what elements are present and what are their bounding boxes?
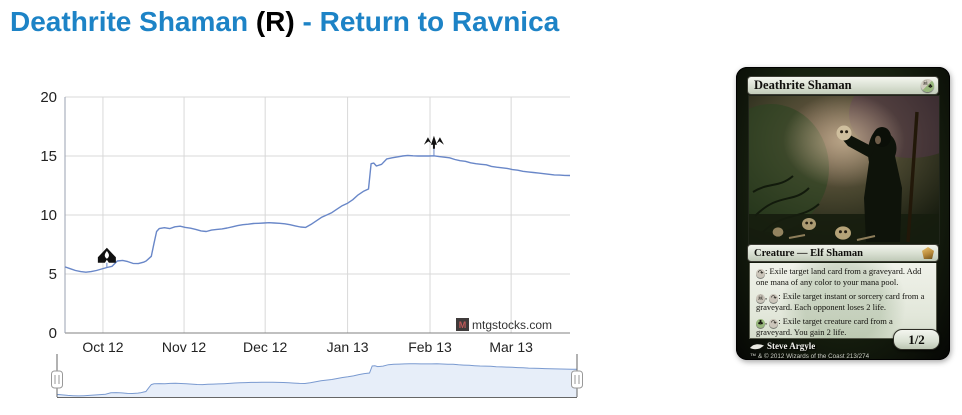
card-artist: Steve Argyle bbox=[767, 341, 816, 351]
gridlines bbox=[64, 96, 570, 334]
card-image: Deathrite Shaman ☠ ♣ bbox=[736, 67, 950, 360]
svg-text:Feb 13: Feb 13 bbox=[408, 339, 452, 355]
card-name: Deathrite Shaman bbox=[754, 78, 852, 92]
svg-text:0: 0 bbox=[49, 325, 57, 342]
card-type-line: Creature — Elf Shaman bbox=[754, 247, 863, 259]
navigator-right-handle[interactable] bbox=[571, 354, 583, 397]
price-alert-badge-icon bbox=[97, 247, 116, 263]
mana-cost-icon: ☠ ♣ bbox=[921, 79, 934, 92]
price-chart[interactable]: 0 5 10 15 20 Oct 12 Nov 12 Dec 12 Jan 13 Feb 13 Ma… bbox=[0, 78, 600, 370]
spike-arrows-icon bbox=[423, 135, 444, 149]
svg-text:20: 20 bbox=[40, 89, 57, 106]
svg-text:5: 5 bbox=[49, 266, 57, 283]
price-line-series[interactable] bbox=[64, 154, 571, 273]
svg-text:Nov 12: Nov 12 bbox=[162, 339, 207, 355]
card-type-bar: Creature — Elf Shaman bbox=[747, 244, 939, 262]
range-navigator bbox=[0, 352, 600, 410]
page-title: Deathrite Shaman (R) - Return to Ravnica bbox=[10, 6, 559, 38]
title-separator: - bbox=[302, 6, 312, 37]
axis-labels: 0 5 10 15 20 Oct 12 Nov 12 Dec 12 Jan 13 Feb 13 Ma… bbox=[40, 89, 533, 355]
brush-icon bbox=[750, 343, 764, 349]
svg-text:10: 10 bbox=[40, 207, 57, 224]
svg-text:Mar 13: Mar 13 bbox=[489, 339, 533, 355]
navigator-chart[interactable] bbox=[0, 352, 600, 410]
navigator-line bbox=[56, 363, 577, 397]
card-rules-text: ↷: Exile target land card from a graveya… bbox=[749, 263, 937, 339]
card-name-link[interactable]: Deathrite Shaman bbox=[10, 6, 249, 37]
card-copyright: ™ & © 2012 Wizards of the Coast 213/274 bbox=[750, 353, 870, 360]
spike-arrows-marker[interactable] bbox=[423, 135, 444, 156]
mana-b-icon: ☠ bbox=[756, 293, 765, 303]
svg-text:Oct 12: Oct 12 bbox=[82, 339, 123, 355]
power-toughness-badge: 1/2 bbox=[893, 329, 940, 350]
price-alert-badge-marker[interactable] bbox=[97, 247, 116, 268]
svg-text:mtgstocks.com: mtgstocks.com bbox=[472, 318, 552, 332]
card-art bbox=[748, 95, 940, 245]
svg-text:15: 15 bbox=[40, 148, 57, 165]
svg-text:Dec 12: Dec 12 bbox=[243, 339, 288, 355]
set-symbol-icon bbox=[922, 247, 934, 259]
price-chart-area: 0 5 10 15 20 Oct 12 Nov 12 Dec 12 Jan 13 Feb 13 Ma… bbox=[0, 78, 600, 370]
mana-t-icon: ↷ bbox=[769, 293, 779, 303]
rarity-label: (R) bbox=[255, 6, 295, 37]
card-art-illustration bbox=[749, 96, 939, 244]
navigator-area-series[interactable] bbox=[57, 363, 577, 397]
card-title-bar: Deathrite Shaman ☠ ♣ bbox=[747, 76, 939, 95]
mana-t-icon: ↷ bbox=[756, 269, 765, 278]
navigator-left-handle[interactable] bbox=[51, 354, 63, 397]
mana-t-icon: ↷ bbox=[769, 318, 779, 328]
set-name-link[interactable]: Return to Ravnica bbox=[319, 6, 560, 37]
mana-g-icon: ♣ bbox=[756, 318, 765, 328]
mtgstocks-logo-icon: M bbox=[459, 320, 467, 330]
card-artist-line: Steve Argyle bbox=[750, 340, 815, 352]
svg-text:Jan 13: Jan 13 bbox=[327, 339, 369, 355]
